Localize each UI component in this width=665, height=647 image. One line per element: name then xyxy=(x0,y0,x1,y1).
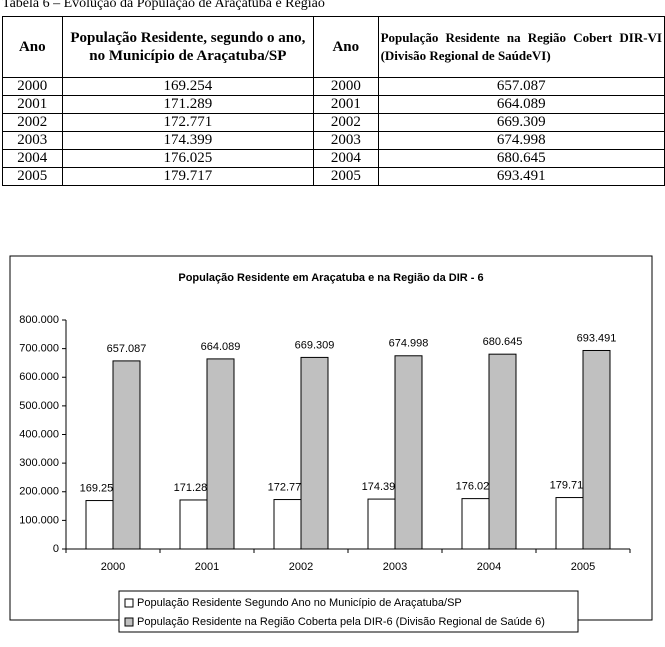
cell: 2001 xyxy=(313,95,379,114)
caption: Tabela 6 – Evolução da População de Araç… xyxy=(2,0,325,11)
header-cell: População Residente na Região Cobert DIR… xyxy=(377,16,665,78)
bar xyxy=(85,500,114,550)
legend-label: População Residente na Região Coberta pe… xyxy=(137,616,545,628)
cell: 2002 xyxy=(2,113,63,132)
value-label: 693.491 xyxy=(577,332,617,344)
legend-swatch xyxy=(124,598,134,608)
value-label: 680.645 xyxy=(483,336,523,348)
y-tick-label: 800.000 xyxy=(19,314,59,326)
x-tick-label: 2001 xyxy=(195,561,219,573)
y-tick-label: 200.000 xyxy=(19,486,59,498)
legend-frame xyxy=(118,590,579,633)
data-table: Ano População Residente, segundo o ano, n… xyxy=(2,16,665,186)
value-label: 174.399 xyxy=(362,481,402,493)
value-label: 664.089 xyxy=(201,341,241,353)
value-label: 674.998 xyxy=(389,338,429,350)
x-tick-label: 2005 xyxy=(571,561,595,573)
cell: 179.717 xyxy=(61,167,315,186)
x-tick-label: 2000 xyxy=(101,561,125,573)
cell: 2000 xyxy=(2,77,63,96)
cell: 2005 xyxy=(313,167,379,186)
table-row: 2005 179.717 2005 693.491 xyxy=(2,167,665,186)
chart-title: População Residente em Araçatuba e na Re… xyxy=(178,272,483,284)
value-label: 669.309 xyxy=(295,339,335,351)
bar xyxy=(273,499,302,550)
bar xyxy=(461,498,490,550)
y-tick-label: 700.000 xyxy=(19,343,59,355)
cell: 693.491 xyxy=(377,167,665,186)
value-label: 657.087 xyxy=(107,343,147,355)
y-tick-label: 0 xyxy=(53,543,59,555)
legend-swatch xyxy=(124,617,134,627)
bar xyxy=(582,349,611,550)
header-cell: Ano xyxy=(2,16,63,78)
value-label: 179.717 xyxy=(550,479,590,491)
value-label: 176.025 xyxy=(456,481,496,493)
header-cell: População Residente, segundo o ano, no M… xyxy=(61,16,315,78)
table-row: 2003 174.399 2003 674.998 xyxy=(2,131,665,150)
bar xyxy=(367,498,396,550)
bar xyxy=(206,358,235,550)
table-row: 2002 172.771 2002 669.309 xyxy=(2,113,665,132)
x-tick-label: 2004 xyxy=(477,561,501,573)
legend-label: População Residente Segundo Ano no Munic… xyxy=(137,597,462,609)
y-tick-label: 500.000 xyxy=(19,400,59,412)
bar xyxy=(112,360,141,550)
y-tick-label: 100.000 xyxy=(19,514,59,526)
cell: 657.087 xyxy=(377,77,665,96)
bar xyxy=(300,356,329,550)
value-label: 172.771 xyxy=(268,481,308,493)
x-tick-label: 2003 xyxy=(383,561,407,573)
bar xyxy=(488,353,517,550)
cell: 669.309 xyxy=(377,113,665,132)
x-tick-label: 2002 xyxy=(289,561,313,573)
cell: 176.025 xyxy=(61,149,315,168)
value-label: 171.289 xyxy=(174,482,214,494)
value-label: 169.254 xyxy=(80,482,120,494)
y-tick-label: 400.000 xyxy=(19,428,59,440)
bar xyxy=(394,355,423,550)
cell: 172.771 xyxy=(61,113,315,132)
y-tick-label: 300.000 xyxy=(19,457,59,469)
cell: 2002 xyxy=(313,113,379,132)
bar xyxy=(179,499,208,550)
y-tick-label: 600.000 xyxy=(19,371,59,383)
bar xyxy=(555,497,584,550)
cell: 2005 xyxy=(2,167,63,186)
